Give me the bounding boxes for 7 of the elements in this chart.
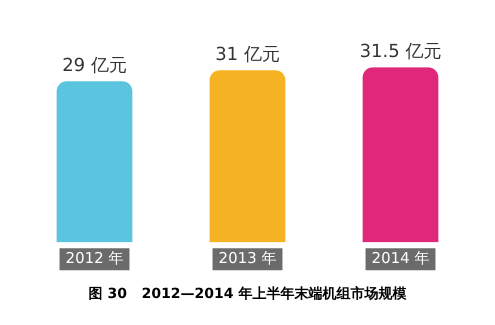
x-tick-label: 2012 年 (66, 249, 124, 268)
x-tick-label: 2014 年 (372, 249, 430, 268)
data-label: 29 亿元 (62, 54, 127, 76)
text: 图 30 2012—2014 年上半年末端机组市场规模 (88, 285, 408, 302)
data-label: 31 亿元 (215, 44, 280, 65)
x-tick-label: 2013 年 (218, 249, 276, 268)
data-label: 31.5 亿元 (360, 41, 442, 62)
